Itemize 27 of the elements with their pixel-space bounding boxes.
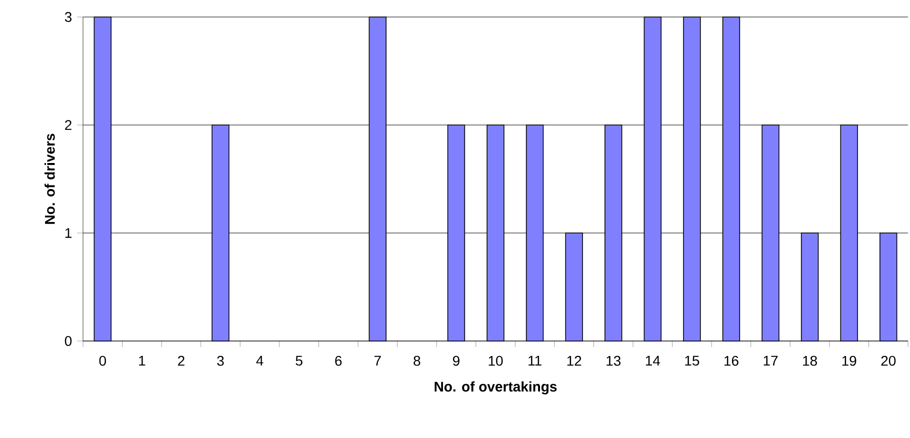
x-tick-label: 7 xyxy=(374,356,381,366)
x-tick-label: 15 xyxy=(685,356,700,366)
x-tick-label: 8 xyxy=(414,356,420,366)
x-tick-label: 11 xyxy=(528,356,542,366)
x-tick-label: 10 xyxy=(488,356,503,366)
y-axis-title: No. of drivers xyxy=(44,134,55,224)
y-tick-label: 1 xyxy=(65,228,72,238)
x-tick-label: 20 xyxy=(881,356,896,366)
x-axis-title: No. of overtakings xyxy=(434,381,557,394)
x-tick-label: 19 xyxy=(842,356,856,366)
y-tick-label: 0 xyxy=(64,336,72,346)
x-tick-label: 5 xyxy=(296,356,302,366)
x-tick-label: 17 xyxy=(764,356,778,366)
x-tick-label: 12 xyxy=(567,356,582,366)
x-tick-label: 13 xyxy=(606,356,621,366)
y-tick-label: 3 xyxy=(64,12,72,22)
x-tick-label: 2 xyxy=(178,356,184,366)
y-tick-label: 2 xyxy=(65,120,72,130)
x-tick-label: 6 xyxy=(335,356,342,366)
x-tick-label: 14 xyxy=(646,356,660,366)
x-tick-label: 18 xyxy=(803,356,817,366)
x-tick-label: 4 xyxy=(256,356,264,366)
x-tick-label: 3 xyxy=(217,356,224,366)
x-tick-label: 16 xyxy=(724,356,738,366)
x-tick-label: 9 xyxy=(452,356,460,366)
x-tick-label: 0 xyxy=(99,356,106,366)
x-tick-label: 1 xyxy=(139,356,146,366)
